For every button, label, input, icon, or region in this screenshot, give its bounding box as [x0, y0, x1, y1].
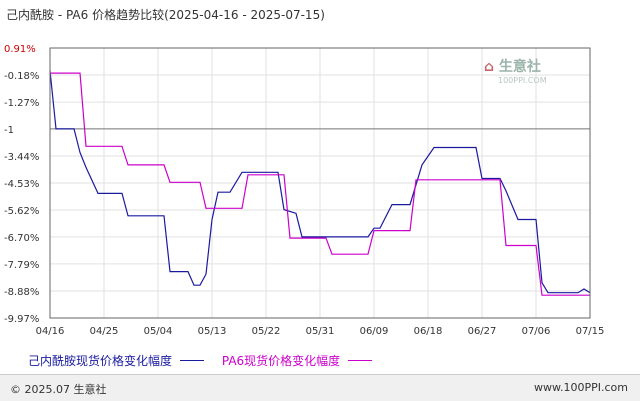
watermark-site: 100PPI.COM [498, 76, 547, 85]
y-tick-label: -0.18% [4, 71, 39, 82]
y-tick-label: -1.27% [4, 98, 39, 109]
legend: 己内酰胺现货价格变化幅度 PA6现货价格变化幅度 [28, 352, 386, 369]
legend-label-pa6: PA6现货价格变化幅度 [221, 354, 341, 368]
footer-bar: © 2025.07 生意社 www.100PPI.com [0, 374, 640, 401]
y-tick-label: -5.62% [4, 206, 39, 217]
x-tick-label: 05/04 [144, 326, 173, 337]
legend-swatch-caprolactam [180, 360, 205, 361]
x-tick-label: 07/15 [576, 326, 605, 337]
watermark-brand: 生意社 [498, 59, 541, 75]
x-tick-label: 05/13 [198, 326, 227, 337]
y-tick-label: 0.91% [4, 44, 36, 55]
y-tick-label: -4.53% [4, 179, 39, 190]
y-tick-label: -1 [4, 125, 14, 136]
footer-site-link[interactable]: www.100PPI.com [534, 381, 628, 394]
house-icon: ⌂ [484, 59, 495, 75]
chart-title: 己内酰胺 - PA6 价格趋势比较(2025-04-16 - 2025-07-1… [6, 8, 325, 22]
y-tick-label: -6.70% [4, 233, 39, 244]
legend-swatch-pa6 [348, 360, 373, 361]
legend-item-pa6: PA6现货价格变化幅度 [221, 352, 373, 369]
y-axis-ticks: 0.91% -0.18% -1.27% -1 -3.44% -4.53% -5.62% -6.… [4, 44, 39, 325]
series-line-caprolactam [49, 70, 591, 294]
x-tick-label: 06/27 [468, 326, 497, 337]
x-tick-label: 04/25 [90, 326, 119, 337]
x-tick-label: 05/22 [252, 326, 281, 337]
y-tick-label: -3.44% [4, 152, 39, 163]
series-line-pa6 [50, 72, 590, 296]
plot-frame [49, 47, 591, 319]
y-tick-label: -8.88% [4, 287, 39, 298]
footer-copyright: © 2025.07 生意社 [10, 383, 107, 396]
legend-item-caprolactam: 己内酰胺现货价格变化幅度 [28, 352, 205, 369]
y-tick-label: -7.79% [4, 260, 39, 271]
legend-label-caprolactam: 己内酰胺现货价格变化幅度 [28, 354, 173, 368]
x-tick-label: 06/18 [414, 326, 443, 337]
series-lines [49, 70, 591, 296]
x-tick-label: 04/16 [36, 326, 65, 337]
x-tick-label: 07/06 [522, 326, 551, 337]
x-tick-label: 06/09 [360, 326, 389, 337]
watermark-logo: ⌂ 生意社 [484, 56, 541, 76]
x-tick-label: 05/31 [306, 326, 335, 337]
x-axis-ticks: 04/16 04/25 05/04 05/13 05/22 05/31 06/09 06/18… [36, 326, 605, 337]
grid [49, 47, 591, 319]
y-tick-label: -9.97% [4, 314, 39, 325]
